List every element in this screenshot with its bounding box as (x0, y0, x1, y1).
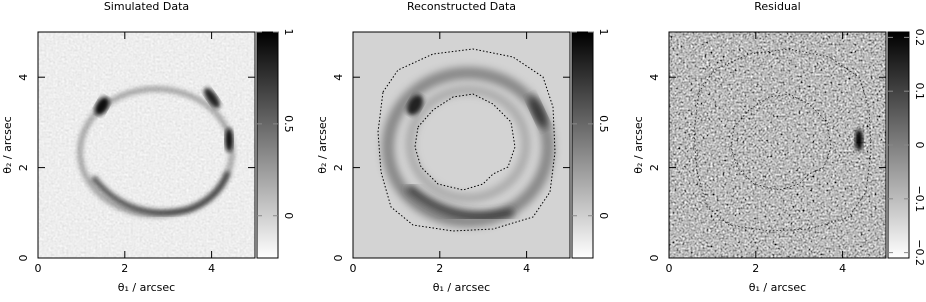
y-tick-label: 4 (17, 74, 30, 81)
colorbar-tick-label: 0 (597, 212, 610, 219)
contour (730, 93, 832, 191)
colorbar-tick-label: 0.5 (597, 115, 610, 133)
arc (405, 183, 514, 221)
spot (528, 95, 548, 129)
contour (414, 93, 516, 191)
y-axis-label: θ₂ / arcsec (632, 116, 645, 173)
y-tick-label: 2 (17, 164, 30, 171)
spot (225, 128, 233, 152)
colorbar-tick-label: 1 (282, 29, 295, 36)
contour (377, 48, 556, 232)
x-tick-label: 0 (666, 262, 673, 275)
colorbar (256, 31, 279, 259)
y-tick-label: 2 (332, 164, 345, 171)
x-axis-label: θ₁ / arcsec (749, 281, 806, 294)
x-tick-label: 2 (121, 262, 128, 275)
colorbar-tick-label: −0.1 (913, 185, 926, 212)
x-tick-label: 2 (436, 262, 443, 275)
y-tick-label: 4 (648, 74, 661, 81)
x-tick-label: 4 (208, 262, 215, 275)
y-tick-label: 2 (648, 164, 661, 171)
plot-frame (668, 31, 887, 259)
plot-frame (37, 31, 256, 259)
spot (203, 87, 221, 109)
x-tick-label: 4 (523, 262, 530, 275)
panel-title: Simulated Data (104, 0, 189, 13)
y-tick-label: 0 (648, 255, 661, 262)
contour (693, 48, 872, 232)
plot-frame (352, 31, 571, 259)
ring (382, 67, 554, 227)
image (669, 32, 886, 258)
panel-title: Residual (754, 0, 800, 13)
spot (94, 96, 110, 116)
image (353, 32, 570, 258)
x-tick-label: 2 (752, 262, 759, 275)
spot (406, 94, 424, 116)
x-tick-label: 0 (35, 262, 42, 275)
colorbar-tick-label: 0 (913, 142, 926, 149)
y-tick-label: 4 (332, 74, 345, 81)
colorbar-tick-label: 1 (597, 29, 610, 36)
x-tick-label: 0 (350, 262, 357, 275)
x-axis-label: θ₁ / arcsec (433, 281, 490, 294)
colorbar-tick-label: 0 (282, 212, 295, 219)
x-tick-label: 4 (839, 262, 846, 275)
x-axis-label: θ₁ / arcsec (118, 281, 175, 294)
colorbar-tick-label: 0.2 (913, 29, 926, 47)
colorbar-tick-label: 0.5 (282, 115, 295, 133)
colorbar-tick-label: −0.2 (913, 239, 926, 266)
y-tick-label: 0 (17, 255, 30, 262)
arc (90, 170, 231, 216)
y-axis-label: θ₂ / arcsec (316, 116, 329, 173)
colorbar-tick-label: 0.1 (913, 82, 926, 100)
image-background (38, 32, 255, 258)
colorbar (571, 31, 594, 259)
image (38, 32, 255, 258)
y-tick-label: 0 (332, 255, 345, 262)
ring (406, 86, 530, 202)
panel-title: Reconstructed Data (407, 0, 516, 13)
spot (855, 129, 863, 151)
image-background (669, 32, 886, 258)
y-axis-label: θ₂ / arcsec (1, 116, 14, 173)
